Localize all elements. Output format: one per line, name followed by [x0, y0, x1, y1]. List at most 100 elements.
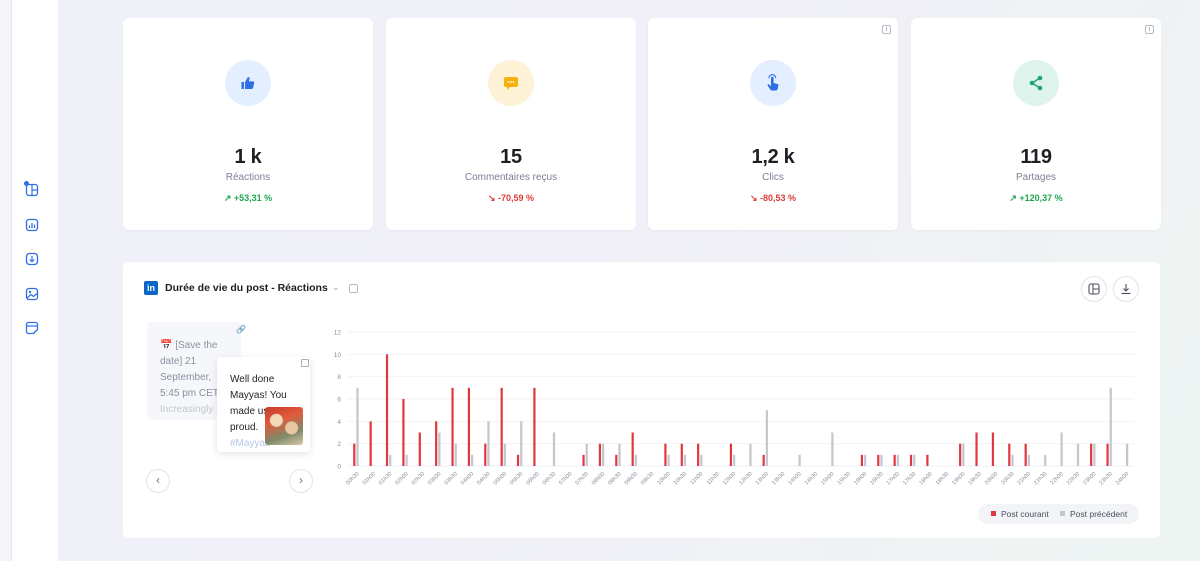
layout-add-icon[interactable]: [25, 183, 39, 197]
x-tick-label: 22h30: [1066, 471, 1081, 486]
chevron-down-icon[interactable]: ⌄: [332, 282, 340, 292]
bar: [1024, 443, 1027, 466]
popup-line: Mayyas! You: [230, 390, 287, 401]
x-tick-label: 10h30: [673, 471, 688, 486]
bar: [962, 443, 965, 466]
bar: [729, 443, 733, 466]
bar: [896, 454, 899, 466]
x-tick-label: 02h30: [411, 471, 426, 486]
x-tick-label: 04h30: [476, 471, 491, 486]
bar: [864, 454, 867, 466]
x-tick-label: 13h00: [755, 471, 770, 486]
bar: [631, 432, 634, 466]
share-icon: [1013, 60, 1059, 106]
x-tick-label: 23h00: [1082, 471, 1097, 486]
preview-line: September,: [160, 372, 212, 383]
stat-label: Clics: [762, 172, 784, 183]
bar: [385, 354, 389, 466]
x-tick-label: 21h30: [1033, 471, 1048, 486]
chart-title-dropdown[interactable]: Durée de vie du post - Réactions: [165, 282, 328, 294]
bar: [664, 443, 667, 466]
bar: [680, 443, 683, 466]
x-tick-label: 18h00: [918, 471, 933, 486]
x-tick-label: 19h30: [968, 471, 983, 486]
bar: [765, 410, 768, 466]
x-tick-label: 17h00: [886, 471, 901, 486]
info-icon[interactable]: [1145, 25, 1154, 34]
info-icon[interactable]: [349, 284, 358, 293]
comment-icon: [488, 60, 534, 106]
stat-label: Commentaires reçus: [464, 172, 558, 183]
y-tick-label: 10: [334, 352, 342, 359]
x-tick-label: 01h00: [362, 471, 377, 486]
x-tick-label: 16h30: [869, 471, 884, 486]
legend-item-current[interactable]: Post courant: [991, 509, 1049, 519]
post-preview-card[interactable]: 📅 [Save the date] 21 September, 5:45 pm …: [147, 322, 241, 420]
bar: [991, 432, 995, 466]
y-tick-label: 8: [337, 374, 341, 381]
stat-card-comments: 15 Commentaires reçus ↘ -70,59 %: [386, 18, 636, 230]
stat-delta: ↗ +53,31 %: [223, 193, 273, 203]
bar: [749, 443, 752, 466]
x-tick-label: 20h00: [984, 471, 999, 486]
bar: [356, 387, 359, 466]
download-button[interactable]: [1113, 276, 1139, 302]
x-tick-label: 18h30: [935, 471, 950, 486]
bar: [1109, 387, 1112, 466]
x-tick-label: 07h00: [558, 471, 573, 486]
stat-delta: ↘ -70,59 %: [487, 193, 535, 203]
info-icon[interactable]: [882, 25, 891, 34]
post-thumbnail-image: [265, 407, 303, 445]
preview-line: date] 21: [160, 356, 197, 367]
stat-card-clicks: 1,2 k Clics ↘ -80,53 %: [648, 18, 898, 230]
legend-label: Post courant: [1001, 509, 1049, 519]
stat-label: Partages: [1015, 172, 1057, 183]
x-tick-label: 20h30: [1000, 471, 1015, 486]
analytics-icon[interactable]: [25, 218, 39, 232]
popup-line: made us: [230, 406, 269, 417]
x-tick-label: 16h00: [853, 471, 868, 486]
next-post-button[interactable]: ›: [289, 469, 313, 493]
y-tick-label: 12: [334, 330, 342, 337]
table-view-button[interactable]: [1081, 276, 1107, 302]
bar: [405, 454, 408, 466]
x-tick-label: 02h00: [394, 471, 409, 486]
x-tick-label: 06h00: [525, 471, 540, 486]
bar: [454, 443, 457, 466]
bar: [402, 399, 405, 466]
expand-icon[interactable]: [301, 359, 309, 367]
bar: [438, 432, 441, 466]
bar: [880, 454, 883, 466]
image-gallery-icon[interactable]: [25, 287, 39, 301]
legend-label: Post précédent: [1070, 509, 1128, 519]
bar: [615, 454, 618, 466]
stat-value: 15: [500, 146, 522, 168]
bar: [733, 454, 736, 466]
preview-line: 5:45 pm CET: [160, 388, 219, 399]
y-tick-label: 0: [337, 464, 341, 471]
bar: [1126, 443, 1129, 466]
x-tick-label: 00h30: [345, 471, 360, 486]
download-icon: [1121, 284, 1131, 295]
bar: [618, 443, 621, 466]
preview-line: Increasingly: [160, 404, 214, 415]
previous-post-button[interactable]: ‹: [146, 469, 170, 493]
x-tick-label: 09h30: [640, 471, 655, 486]
x-tick-label: 24h00: [1115, 471, 1130, 486]
bar: [484, 443, 487, 466]
bar: [697, 443, 700, 466]
bar: [634, 454, 637, 466]
stat-delta: ↘ -80,53 %: [749, 193, 797, 203]
bar: [369, 421, 372, 466]
download-circle-icon[interactable]: [25, 252, 39, 266]
popup-line: proud.: [230, 422, 259, 433]
link-icon[interactable]: 🔗: [236, 325, 246, 334]
bar: [1011, 454, 1014, 466]
x-tick-label: 13h30: [771, 471, 786, 486]
x-tick-label: 14h00: [787, 471, 802, 486]
sticker-icon[interactable]: [25, 321, 39, 335]
bar: [503, 443, 506, 466]
x-tick-label: 17h30: [902, 471, 917, 486]
legend-item-previous[interactable]: Post précédent: [1060, 509, 1127, 519]
x-tick-label: 12h30: [738, 471, 753, 486]
